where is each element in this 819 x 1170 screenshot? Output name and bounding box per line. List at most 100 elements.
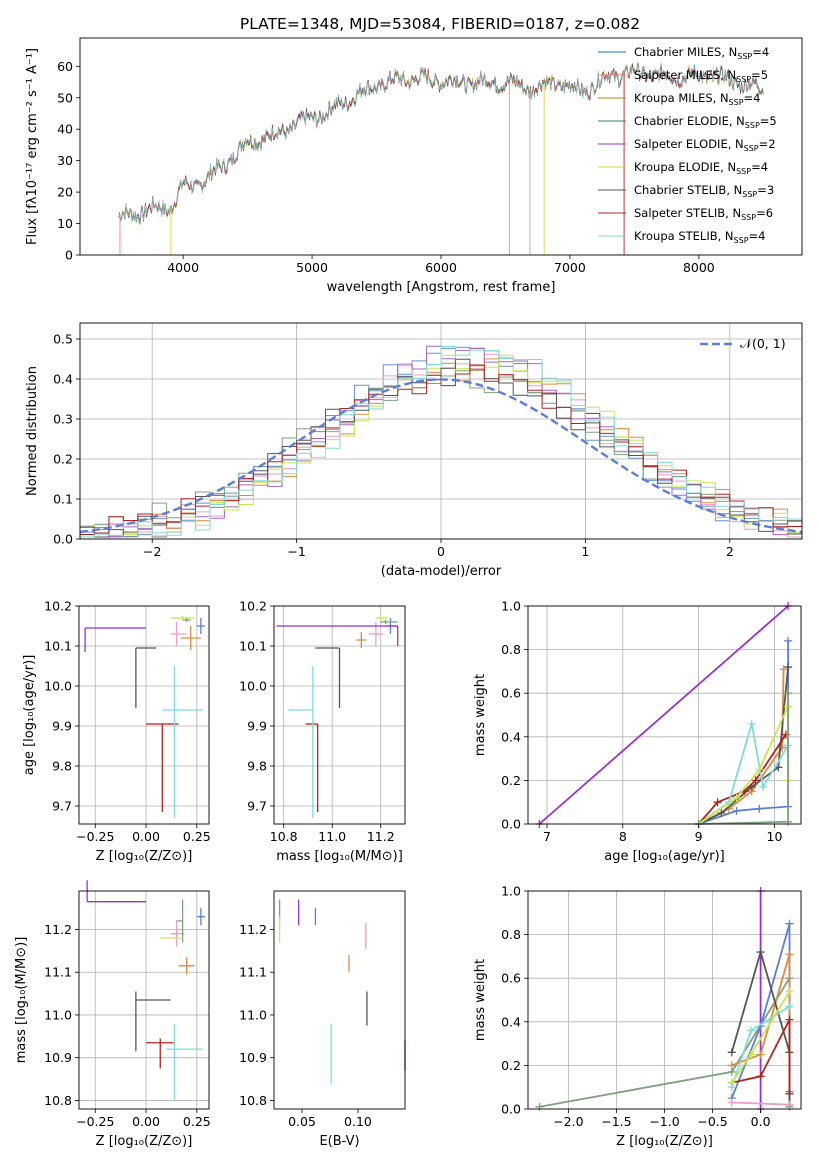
data-point <box>196 618 205 634</box>
weight-marker <box>784 663 793 672</box>
weight-series <box>535 602 793 828</box>
gaussian-curve <box>79 378 803 534</box>
panel-mw_vs_Z: −2.0 −1.5 −1.0 −0.5 0.0 0.0 0.2 0.4 0.6 0.8 1.0 Z [… <box>473 884 802 1149</box>
weight-marker <box>756 1072 765 1081</box>
y-tick-label: 0.2 <box>501 1058 521 1073</box>
weight-marker <box>727 1048 736 1057</box>
x-axis-label: Z [log₁₀(Z/Z⊙)] <box>96 1134 193 1149</box>
data-point <box>146 1038 175 1069</box>
weight-series <box>694 730 790 828</box>
spectrum-legend: Chabrier MILES, NSSP=4 Salpeter MILES, NS… <box>598 45 777 245</box>
x-tick-label: 11.0 <box>318 829 346 844</box>
y-tick-label: 0.8 <box>501 642 521 657</box>
data-point <box>176 899 184 943</box>
y-tick-label: 9.7 <box>52 799 72 814</box>
x-tick-label: 0.10 <box>344 1114 372 1129</box>
y-tick-label: 0.0 <box>53 532 73 547</box>
weight-series <box>694 636 793 828</box>
data-point <box>135 647 157 708</box>
data-point <box>276 625 399 646</box>
x-axis-label: age [log₁₀(age/yr)] <box>604 849 725 864</box>
data-point <box>135 991 171 1052</box>
y-tick-label: 10.1 <box>239 639 267 654</box>
y-tick-label: 40 <box>57 122 73 137</box>
y-tick-label: 11.2 <box>239 922 267 937</box>
y-tick-label: 11.0 <box>44 1007 72 1022</box>
plot-area <box>278 899 406 1084</box>
weight-series <box>694 665 788 828</box>
plot-area <box>79 345 803 538</box>
data-point <box>84 627 147 652</box>
y-tick-label: 50 <box>57 90 73 105</box>
panel-mass_vs_ebv: 0.05 0.10 10.8 10.9 11.0 11.1 11.2 E(B-V) <box>239 890 406 1149</box>
weight-marker <box>785 1002 794 1011</box>
axes-frame <box>527 605 802 825</box>
y-axis-label: Flux [fλ10⁻¹⁷ erg cm⁻² s⁻¹ A⁻¹] <box>25 48 40 245</box>
y-tick-label: 1.0 <box>501 599 521 614</box>
x-tick-label: −0.5 <box>697 1114 727 1129</box>
weight-marker <box>717 809 726 818</box>
axes-frame <box>273 605 406 825</box>
y-tick-label: 10.8 <box>239 1093 267 1108</box>
x-tick-label: −1.5 <box>601 1114 631 1129</box>
weight-marker <box>727 1078 736 1087</box>
weight-marker <box>785 919 794 928</box>
y-tick-label: 20 <box>57 185 73 200</box>
weight-marker <box>747 1050 756 1059</box>
weight-series <box>727 1002 794 1092</box>
weight-series <box>727 1098 794 1109</box>
axes-frame <box>273 890 406 1110</box>
y-tick-label: 60 <box>57 59 73 74</box>
x-tick-label: 0.00 <box>132 829 160 844</box>
legend-entry: Kroupa MILES, NSSP=4 <box>634 91 760 107</box>
data-point <box>356 632 367 648</box>
panel-spectrum: 4000 5000 6000 7000 8000 0 10 20 30 40 50 60 wavelen… <box>25 37 803 295</box>
x-axis-label: E(B-V) <box>319 1134 359 1149</box>
y-tick-label: 10.9 <box>239 1050 267 1065</box>
weight-marker <box>751 776 760 785</box>
x-tick-label: 1 <box>581 544 589 559</box>
legend-entry: Salpeter ELODIE, NSSP=2 <box>634 137 776 153</box>
legend-entry: Chabrier MILES, NSSP=4 <box>634 45 769 61</box>
y-tick-label: 30 <box>57 153 73 168</box>
data-point <box>305 723 319 812</box>
y-tick-label: 0.3 <box>53 412 73 427</box>
weight-line <box>731 1019 791 1094</box>
y-tick-label: 10.0 <box>239 679 267 694</box>
panel-mw_vs_age: 7 8 9 10 0.0 0.2 0.4 0.6 0.8 1.0 age [log₁₀(age/yr… <box>473 599 802 864</box>
plot-area <box>276 616 399 818</box>
panel-age_vs_Z: −0.25 0.00 0.25 9.7 9.8 9.9 10.0 10.1 10.2 Z [log… <box>22 599 211 865</box>
data-point <box>170 616 195 620</box>
weight-marker <box>747 719 756 728</box>
y-tick-label: 10.2 <box>239 599 267 614</box>
data-point <box>146 723 179 812</box>
x-tick-label: −1.0 <box>649 1114 679 1129</box>
weight-series <box>727 987 794 1087</box>
panel-residuals: −2 −1 0 1 2 0.0 0.1 0.2 0.3 0.4 0.5 (data-model)/er… <box>25 322 803 579</box>
y-axis-label: age [log₁₀(age/yr)] <box>22 655 37 776</box>
weight-marker <box>713 798 722 807</box>
data-point <box>380 620 398 624</box>
x-tick-label: −0.25 <box>76 1114 114 1129</box>
x-tick-label: 11.2 <box>367 829 395 844</box>
weight-marker <box>756 948 765 957</box>
weight-marker <box>535 1102 544 1111</box>
panel-age_vs_mass: 10.8 11.0 11.2 9.7 9.8 9.9 10.0 10.1 10.2 mass [l… <box>239 599 406 864</box>
weight-marker <box>784 636 793 645</box>
weight-marker <box>759 782 768 791</box>
x-tick-label: 0.0 <box>751 1114 771 1129</box>
y-tick-label: 0.6 <box>501 686 521 701</box>
weight-line <box>538 605 789 825</box>
spectrum-line <box>118 62 764 225</box>
y-tick-label: 9.8 <box>247 759 267 774</box>
weight-marker <box>732 793 741 802</box>
x-tick-label: 0.25 <box>183 1114 211 1129</box>
data-point <box>375 616 389 620</box>
x-tick-label: 0.05 <box>288 1114 316 1129</box>
x-tick-label: 0.00 <box>132 1114 160 1129</box>
y-tick-label: 0.8 <box>501 927 521 942</box>
x-tick-label: 7 <box>543 829 551 844</box>
weight-marker <box>785 950 794 959</box>
figure-title: PLATE=1348, MJD=53084, FIBERID=0187, z=0… <box>240 15 640 33</box>
